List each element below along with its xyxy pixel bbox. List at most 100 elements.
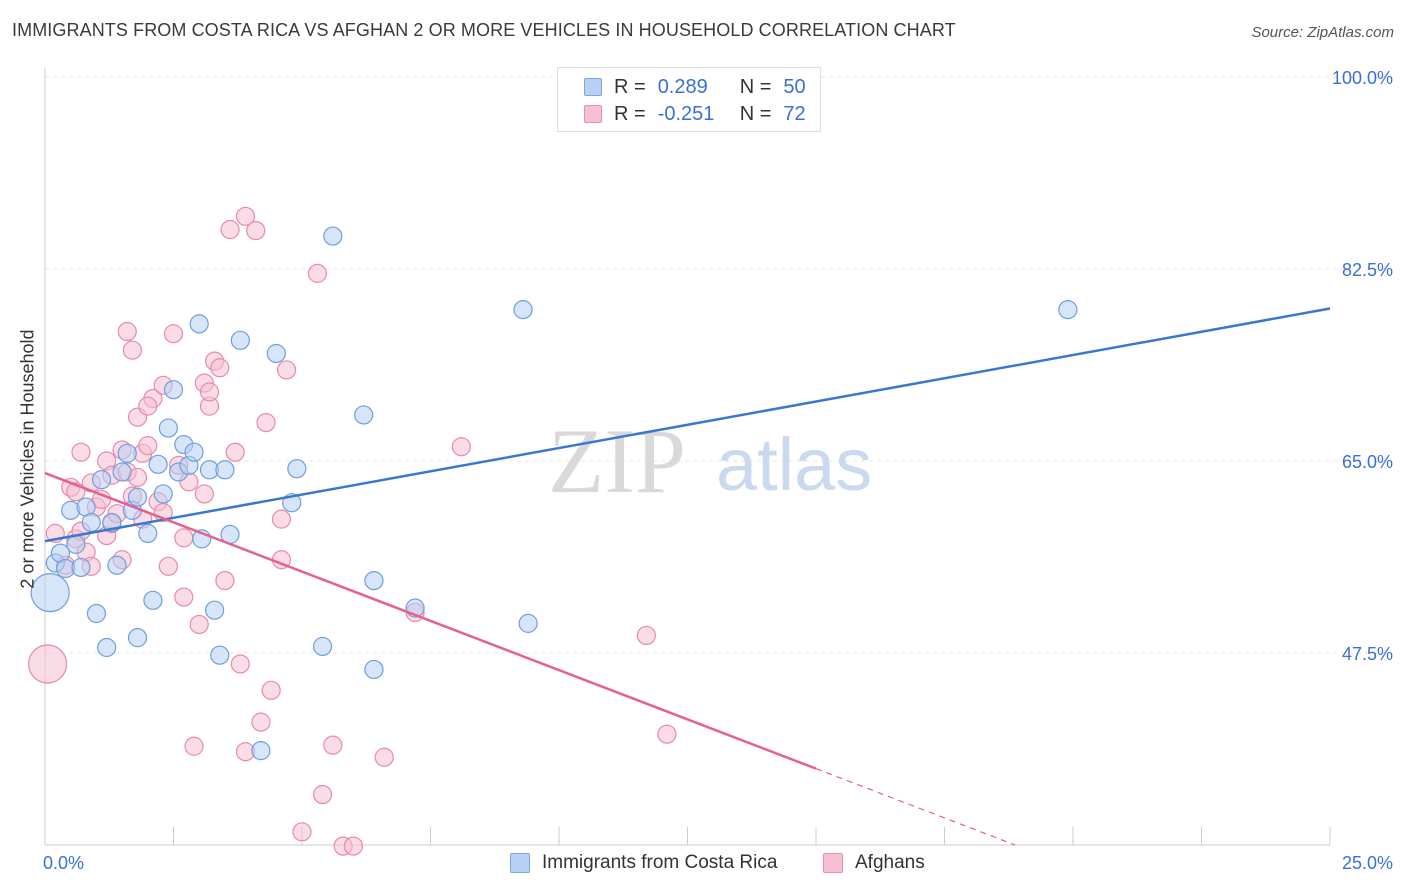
afghans-point xyxy=(323,735,343,755)
legend-row-afghans: R = -0.251 N = 72 xyxy=(584,102,806,126)
x-tick-label: 25.0% xyxy=(1342,853,1393,873)
costa-rica-point xyxy=(184,442,204,462)
trend-lines xyxy=(44,307,1331,846)
costa-rica-point xyxy=(158,418,178,438)
costa-rica-point xyxy=(163,380,184,400)
costa-rica-point xyxy=(1058,299,1078,320)
afghans-point xyxy=(138,436,158,456)
afghans-point xyxy=(256,413,276,433)
afghans-point xyxy=(251,712,271,732)
costa-rica-point xyxy=(127,628,148,648)
costa-rica-point xyxy=(354,405,374,425)
afghans-point xyxy=(312,784,333,805)
y-tick-label: 65.0% xyxy=(1342,452,1393,472)
afghans-point xyxy=(276,360,297,380)
afghans-point xyxy=(230,654,250,674)
costa-rica-point xyxy=(513,299,533,320)
legend-r-label: R = xyxy=(614,102,646,125)
costa-rica-point xyxy=(117,443,137,463)
afghans-point xyxy=(343,836,363,856)
afghans-point xyxy=(158,556,178,576)
afghans-point xyxy=(246,221,266,241)
bottom-legend-label: Afghans xyxy=(855,852,925,873)
legend-n-label: N = xyxy=(739,75,772,98)
costa-rica-point xyxy=(91,470,112,490)
bottom-legend-swatch-blue xyxy=(510,853,530,873)
costa-rica-point xyxy=(210,645,230,665)
legend-r-label: R = xyxy=(614,75,646,98)
afghans-point xyxy=(307,263,328,283)
afghans-point xyxy=(71,442,91,462)
bottom-legend-afghans: Afghans xyxy=(823,852,925,874)
afghans-point xyxy=(261,680,281,700)
y-axis-label: 2 or more Vehicles in Household xyxy=(17,329,38,589)
costa-rica-point xyxy=(81,512,101,533)
afghans-point xyxy=(636,625,656,646)
costa-rica-points xyxy=(30,226,1078,761)
afghans-point xyxy=(374,747,394,767)
y-tick-label: 100.0% xyxy=(1332,68,1393,88)
costa-rica-point xyxy=(323,226,343,246)
legend-n-value: 72 xyxy=(783,102,806,125)
afghans-point xyxy=(235,206,256,226)
costa-rica-point xyxy=(97,637,117,658)
watermark: ZIP atlas xyxy=(548,410,872,512)
afghans-point xyxy=(220,219,240,240)
afghans-point xyxy=(117,321,137,342)
chart-source: Source: ZipAtlas.com xyxy=(1251,24,1394,41)
axes xyxy=(44,68,1331,846)
afghans-point xyxy=(122,340,142,360)
costa-rica-point xyxy=(189,314,209,334)
costa-rica-point xyxy=(364,570,384,591)
afghans-trend-line xyxy=(44,471,817,770)
costa-rica-point xyxy=(287,459,307,479)
costa-rica-point xyxy=(66,534,86,554)
afghans-point xyxy=(27,644,68,684)
legend-swatch-blue xyxy=(584,78,602,96)
y-tick-label: 47.5% xyxy=(1342,644,1393,664)
afghans-point xyxy=(199,382,220,402)
legend-r-value: -0.251 xyxy=(657,102,715,125)
costa-rica-point xyxy=(215,460,235,480)
afghans-point xyxy=(174,587,194,607)
chart-title: IMMIGRANTS FROM COSTA RICA VS AFGHAN 2 O… xyxy=(12,20,956,40)
afghans-point xyxy=(215,570,235,591)
costa-rica-point xyxy=(30,573,70,613)
costa-rica-point xyxy=(61,500,81,520)
afghans-points xyxy=(27,206,677,856)
watermark-zip: ZIP xyxy=(548,410,686,512)
costa-rica-point xyxy=(230,330,250,350)
costa-rica-point xyxy=(148,454,168,474)
legend-n-value: 50 xyxy=(783,75,806,98)
costa-rica-point xyxy=(251,741,271,761)
costa-rica-point xyxy=(153,484,173,504)
afghans-trend-extension xyxy=(815,768,1016,846)
costa-rica-point xyxy=(112,462,132,482)
tick-labels: 100.0% 82.5% 65.0% 47.5% 0.0% 25.0% xyxy=(43,68,1393,873)
afghans-point xyxy=(657,724,677,744)
afghans-point xyxy=(163,324,184,344)
costa-rica-point xyxy=(143,590,163,610)
legend-row-costa-rica: R = 0.289 N = 50 xyxy=(584,75,806,99)
legend-swatch-pink xyxy=(584,105,602,123)
afghans-point xyxy=(174,528,194,548)
afghans-point xyxy=(271,509,292,529)
afghans-point xyxy=(292,822,312,842)
costa-rica-point xyxy=(364,659,384,680)
bottom-legend-label: Immigrants from Costa Rica xyxy=(542,852,778,873)
costa-rica-point xyxy=(86,603,107,624)
afghans-point xyxy=(225,442,245,462)
bottom-legend-costa-rica: Immigrants from Costa Rica xyxy=(510,852,777,874)
afghans-point xyxy=(138,396,158,416)
costa-rica-point xyxy=(205,600,225,620)
correlation-legend: R = 0.289 N = 50 R = -0.251 N = 72 xyxy=(557,67,821,132)
afghans-point xyxy=(210,358,230,378)
legend-n-label: N = xyxy=(739,102,772,125)
y-tick-label: 82.5% xyxy=(1342,260,1393,280)
afghans-point xyxy=(184,736,204,756)
costa-rica-point xyxy=(127,487,148,507)
x-tick-label: 0.0% xyxy=(43,853,84,873)
costa-rica-point xyxy=(266,343,286,364)
bottom-legend-swatch-pink xyxy=(823,853,843,873)
